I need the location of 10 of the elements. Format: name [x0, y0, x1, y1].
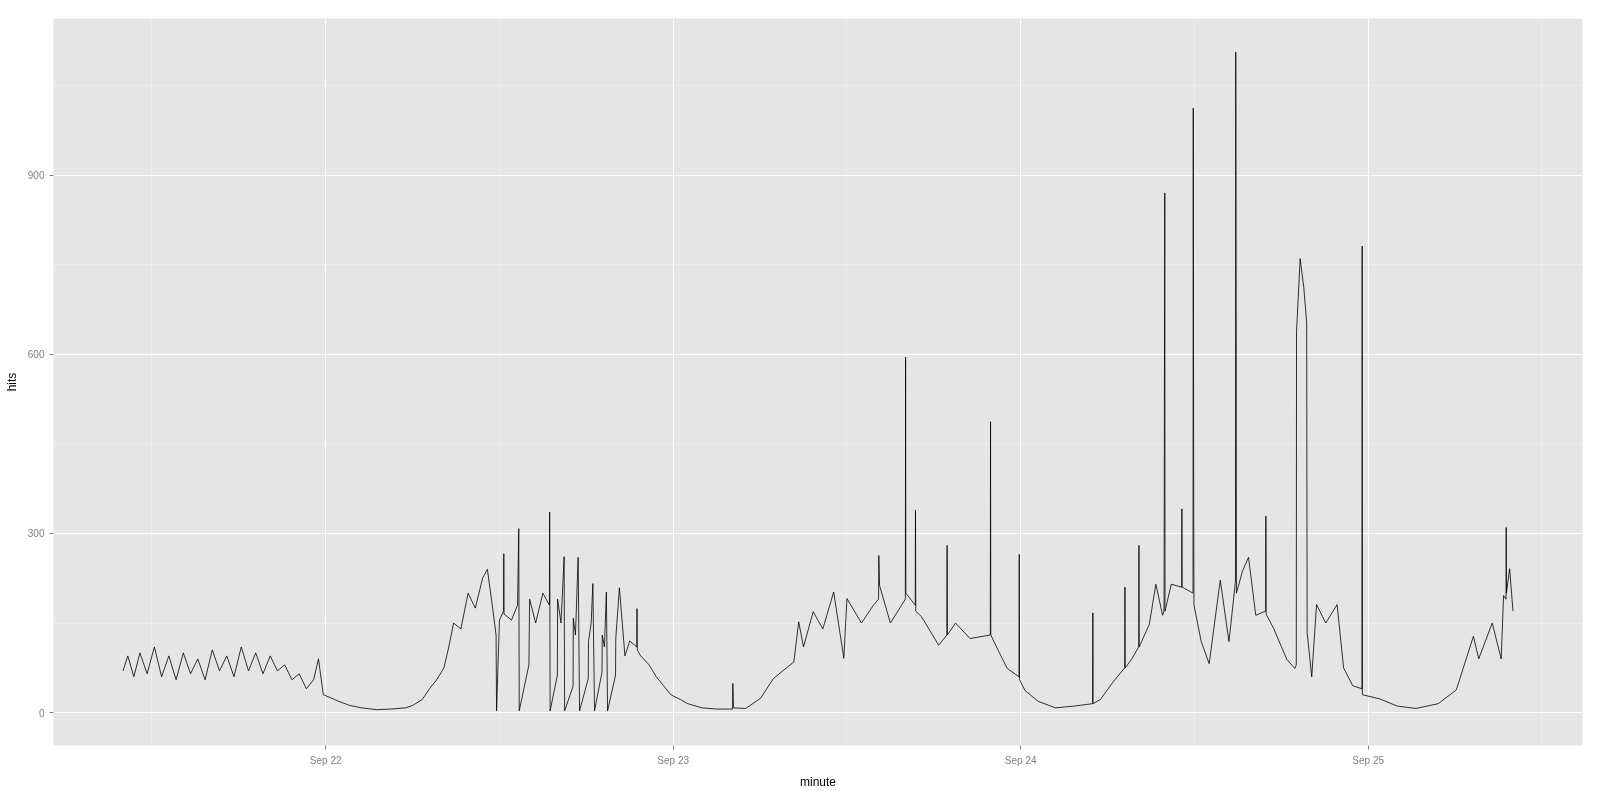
y-tick-label: 600 [27, 349, 45, 361]
y-axis-title: hits [4, 372, 19, 392]
x-tick-label: Sep 24 [1004, 754, 1037, 766]
y-tick-label: 300 [27, 528, 45, 540]
x-axis-title: minute [799, 774, 837, 789]
y-tick-label: 0 [38, 707, 45, 719]
x-tick-label: Sep 25 [1352, 754, 1385, 766]
x-tick-label: Sep 23 [657, 754, 690, 766]
x-tick-label: Sep 22 [309, 754, 342, 766]
y-tick-label: 900 [27, 170, 45, 182]
